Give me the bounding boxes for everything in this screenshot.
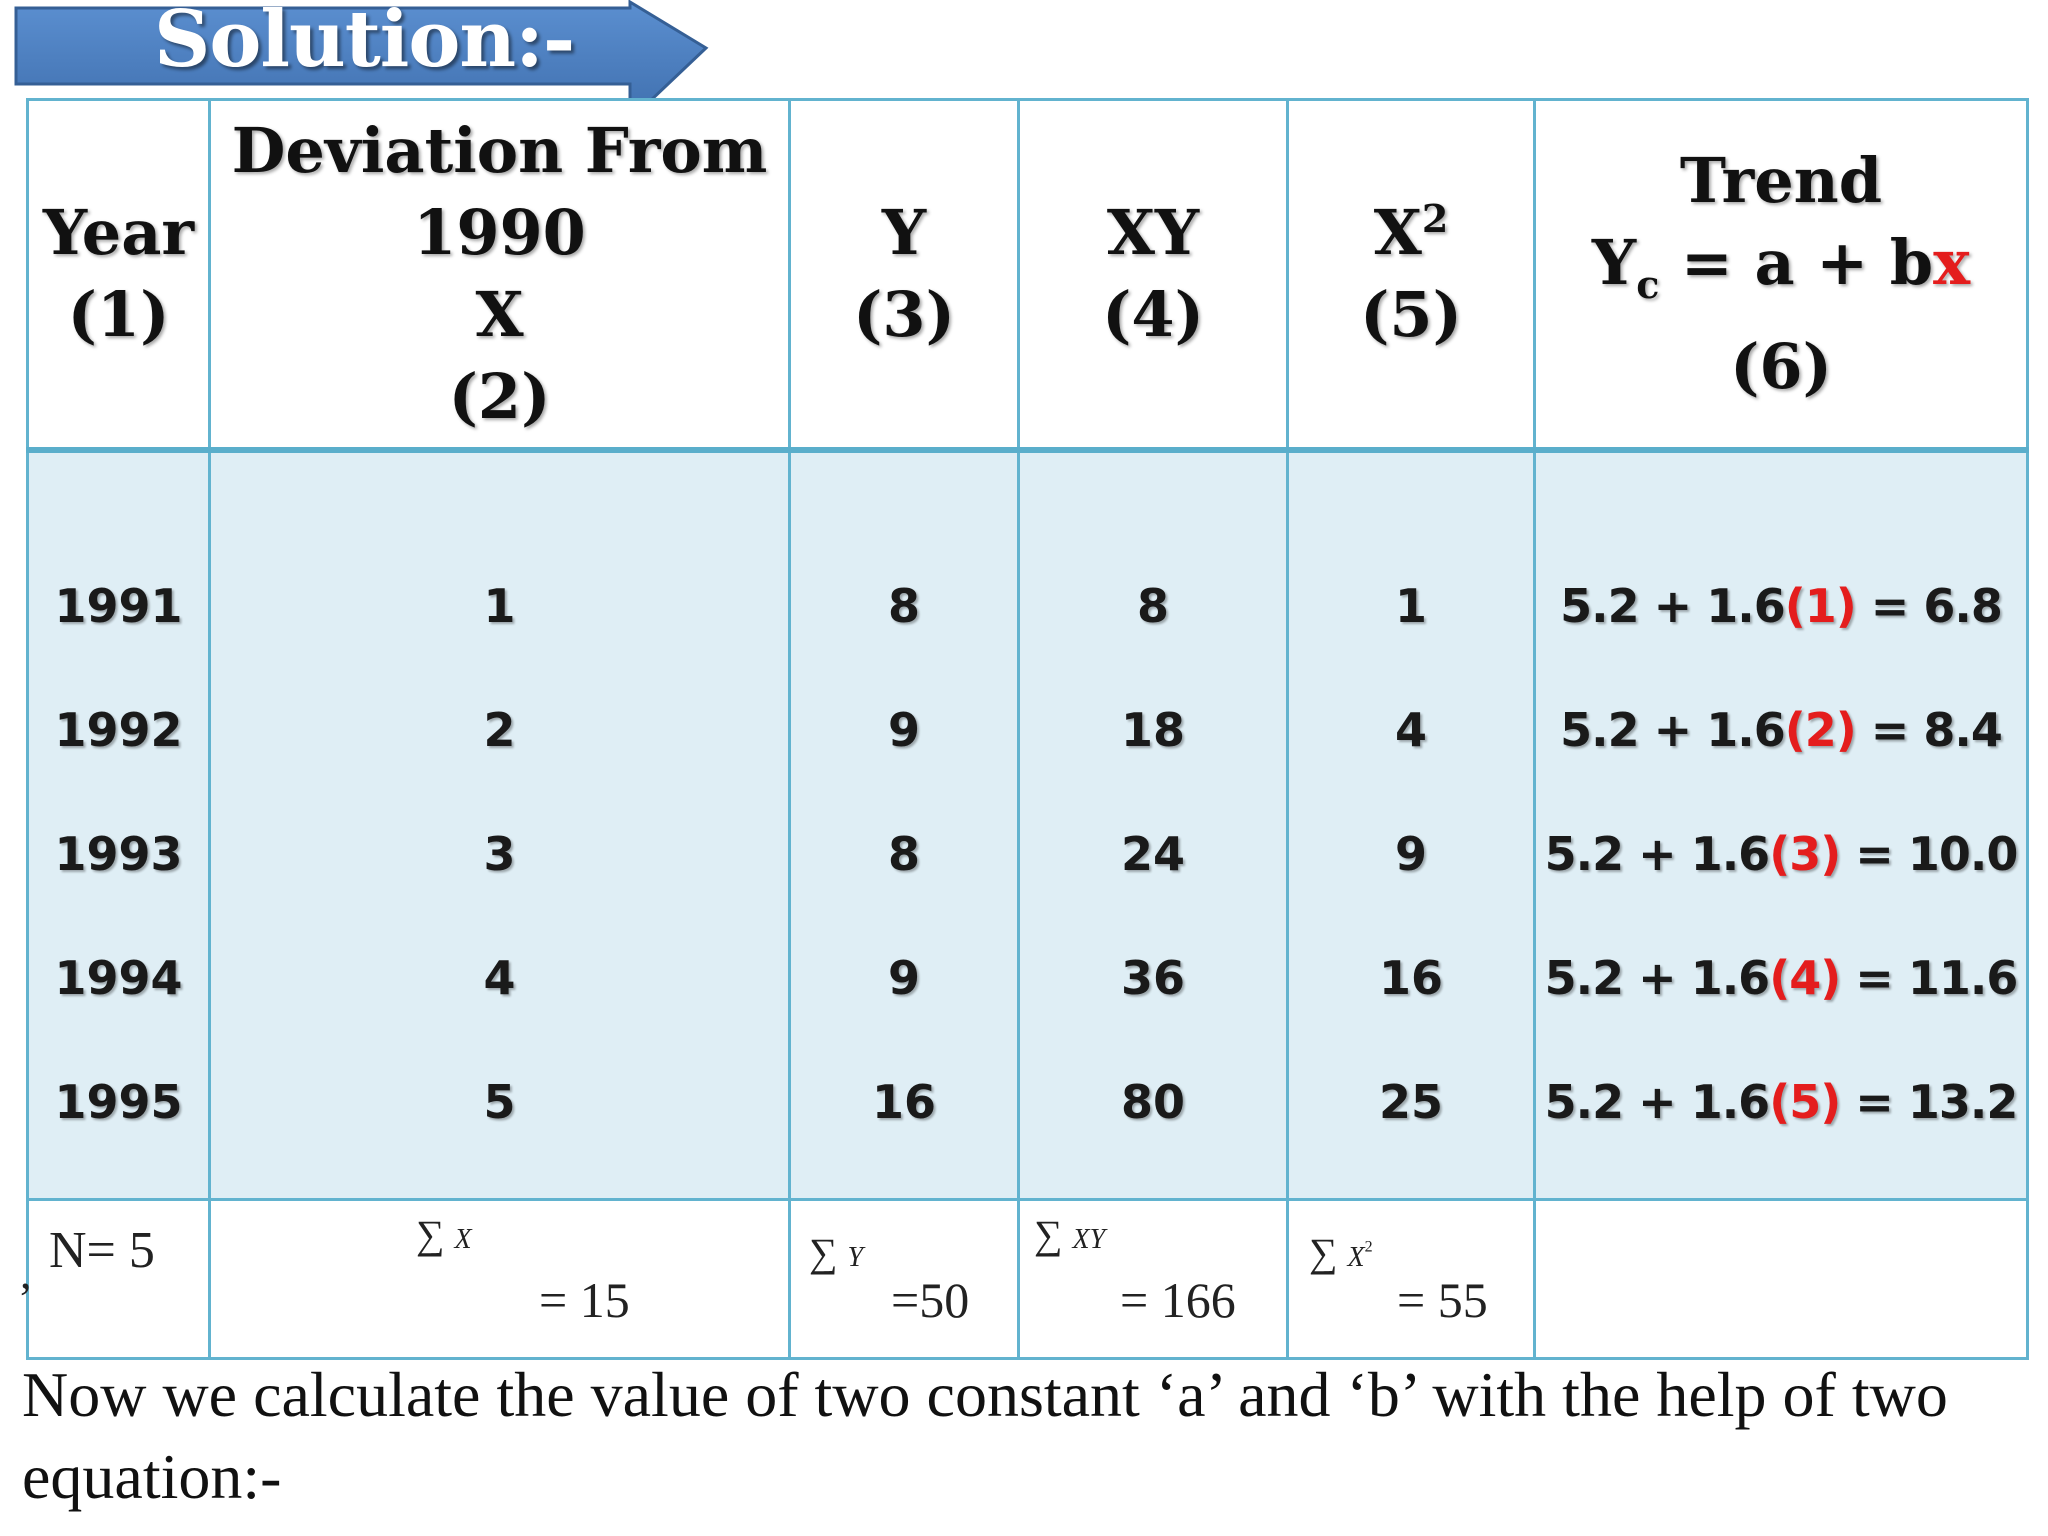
page-title: Solution:- [154, 0, 575, 85]
sum-x-label: ∑ X [416, 1211, 472, 1257]
trend-value: 5.2 + 1.6(5) = 13.2 [1544, 1075, 2019, 1130]
sum-y-label: ∑ Y [809, 1229, 864, 1275]
total-sum-x-cell: ∑ X = 15 [208, 1197, 791, 1361]
sum-x-squared-value: = 55 [1397, 1271, 1488, 1328]
trend-value: 5.2 + 1.6(1) = 6.8 [1560, 579, 2003, 634]
total-empty-cell [1533, 1197, 2029, 1361]
x-squared-value: 16 [1378, 951, 1443, 1006]
x-value: 3 [483, 827, 516, 882]
total-sum-y-cell: ∑ Y =50 [788, 1197, 1020, 1361]
xy-value: 80 [1120, 1075, 1185, 1130]
year-value: 1995 [54, 1075, 183, 1130]
header-y: Y (3) [788, 98, 1020, 452]
year-value: 1991 [54, 579, 183, 634]
x-squared-value: 1 [1394, 579, 1427, 634]
data-row: 1991 1992 1993 1994 1995 1 2 3 4 5 [26, 448, 2029, 1201]
x-value: 5 [483, 1075, 516, 1130]
total-sum-x-squared-cell: ∑ X2 = 55 [1286, 1197, 1536, 1361]
xy-value: 8 [1136, 579, 1169, 634]
year-value: 1992 [54, 703, 183, 758]
trend-column: 5.2 + 1.6(1) = 6.8 5.2 + 1.6(2) = 8.4 5.… [1533, 448, 2029, 1201]
trend-value: 5.2 + 1.6(4) = 11.6 [1544, 951, 2019, 1006]
n-count: N= 5 [49, 1221, 155, 1279]
x-value: 1 [483, 579, 516, 634]
year-column: 1991 1992 1993 1994 1995 [26, 448, 211, 1201]
y-value: 8 [887, 579, 920, 634]
year-value: 1993 [54, 827, 183, 882]
title-banner: Solution:- [14, 0, 714, 122]
xy-value: 18 [1120, 703, 1185, 758]
x-value: 2 [483, 703, 516, 758]
header-deviation: Deviation From 1990 X (2) [208, 98, 791, 452]
xy-column: 8 18 24 36 80 [1017, 448, 1289, 1201]
y-value: 9 [887, 951, 920, 1006]
y-value: 8 [887, 827, 920, 882]
total-n-cell: N= 5 [26, 1197, 211, 1361]
deviation-column: 1 2 3 4 5 [208, 448, 791, 1201]
explanation-text: Now we calculate the value of two consta… [22, 1359, 1948, 1512]
y-value: 9 [887, 703, 920, 758]
trend-table: Year (1) Deviation From 1990 X (2) Y (3)… [20, 98, 2029, 1361]
x-squared-column: 1 4 9 16 25 [1286, 448, 1536, 1201]
totals-row: N= 5 ∑ X = 15 ∑ Y =50 ∑ XY = 166 ∑ X2 = … [26, 1197, 2029, 1361]
sum-xy-label: ∑ XY [1034, 1211, 1106, 1257]
sum-x-squared-label: ∑ X2 [1309, 1229, 1373, 1275]
y-column: 8 9 8 9 16 [788, 448, 1020, 1201]
trend-formula: Yc = a + bx [1591, 226, 1971, 307]
y-value: 16 [871, 1075, 936, 1130]
header-trend: Trend Yc = a + bx (6) [1533, 98, 2029, 452]
header-year: Year (1) [26, 98, 211, 452]
sum-y-value: =50 [891, 1271, 970, 1328]
stray-comma: , [20, 1247, 32, 1298]
x-squared-value: 25 [1378, 1075, 1443, 1130]
banner-arrow-shape [14, 0, 709, 122]
year-value: 1994 [54, 951, 183, 1006]
x-squared-value: 9 [1394, 827, 1427, 882]
header-row: Year (1) Deviation From 1990 X (2) Y (3)… [26, 98, 2029, 452]
trend-value: 5.2 + 1.6(3) = 10.0 [1544, 827, 2019, 882]
trend-value: 5.2 + 1.6(2) = 8.4 [1560, 703, 2003, 758]
total-sum-xy-cell: ∑ XY = 166 [1017, 1197, 1289, 1361]
x-squared-value: 4 [1394, 703, 1427, 758]
header-x-squared: X2 (5) [1286, 98, 1536, 452]
sum-xy-value: = 166 [1120, 1271, 1236, 1328]
xy-value: 36 [1120, 951, 1185, 1006]
x-value: 4 [483, 951, 516, 1006]
header-xy: XY (4) [1017, 98, 1289, 452]
sum-x-value: = 15 [539, 1271, 630, 1328]
xy-value: 24 [1120, 827, 1185, 882]
